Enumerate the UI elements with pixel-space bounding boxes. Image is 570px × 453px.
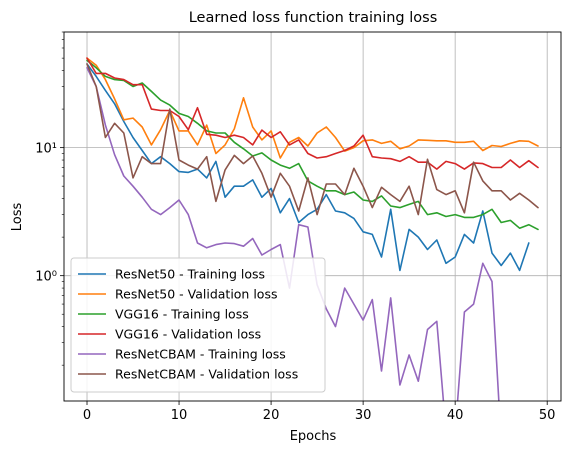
axis-ticks: 0 10 20 30 40 50 10⁰ 10¹ bbox=[35, 31, 556, 423]
series-line bbox=[86, 67, 500, 401]
series-line bbox=[86, 59, 539, 231]
plot-frame bbox=[63, 31, 562, 402]
y-tick-label: 10⁰ bbox=[35, 270, 57, 285]
series-line bbox=[86, 63, 539, 216]
legend-box bbox=[70, 257, 326, 393]
y-tick-label: 10¹ bbox=[35, 142, 57, 157]
x-tick-label: 40 bbox=[447, 408, 464, 423]
series-lines bbox=[86, 57, 539, 401]
legend: ResNet50 - Training loss ResNet50 - Valid… bbox=[70, 257, 326, 393]
series-line bbox=[86, 57, 539, 159]
x-axis-title: Epochs bbox=[290, 429, 337, 444]
y-axis-title: Loss bbox=[10, 203, 25, 232]
chart-title: Learned loss function training loss bbox=[189, 10, 438, 26]
x-tick-label: 30 bbox=[355, 408, 372, 423]
x-tick-label: 50 bbox=[539, 408, 556, 423]
series-line bbox=[86, 63, 530, 272]
legend-label: ResNetCBAM - Training loss bbox=[115, 347, 286, 362]
legend-label: VGG16 - Validation loss bbox=[115, 327, 261, 342]
legend-label: ResNet50 - Training loss bbox=[115, 267, 265, 282]
x-tick-label: 20 bbox=[263, 408, 280, 423]
series-line bbox=[86, 57, 539, 170]
legend-label: VGG16 - Training loss bbox=[115, 307, 249, 322]
x-tick-label: 0 bbox=[83, 408, 91, 423]
legend-label: ResNetCBAM - Validation loss bbox=[115, 367, 298, 382]
legend-label: ResNet50 - Validation loss bbox=[115, 287, 277, 302]
x-tick-label: 10 bbox=[171, 408, 188, 423]
